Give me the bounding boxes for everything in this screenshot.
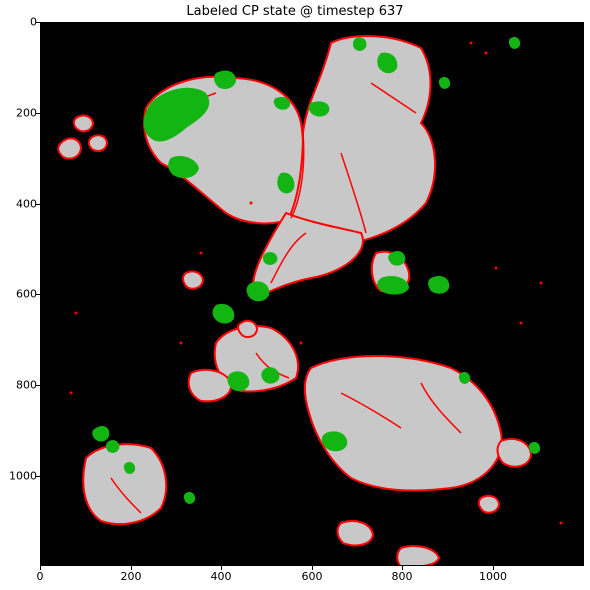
plot-area [40,22,584,566]
y-tick-label: 600 [16,287,37,301]
y-tickmark [36,385,40,386]
x-tick-label: 800 [391,570,413,583]
y-tickmark [36,476,40,477]
x-tickmark [402,566,403,570]
figure-title: Labeled CP state @ timestep 637 [186,4,404,19]
x-tick-label: 0 [36,570,44,583]
x-tickmark [493,566,494,570]
x-tick-label: 1000 [479,570,507,583]
y-tick-label: 0 [30,15,37,29]
y-tick-label: 800 [16,378,37,392]
x-tickmark [221,566,222,570]
cp-state-image [57,35,563,565]
y-tick-label: 200 [16,106,37,120]
x-tickmark [131,566,132,570]
x-tickmark [40,566,41,570]
x-tick-label: 400 [210,570,232,583]
y-tickmark [36,22,40,23]
y-tickmark [36,294,40,295]
y-tick-label: 1000 [9,469,37,483]
y-tick-label: 400 [16,197,37,211]
x-tickmark [312,566,313,570]
y-tickmark [36,204,40,205]
x-tick-label: 200 [120,570,142,583]
y-tickmark [36,113,40,114]
x-tick-label: 600 [301,570,323,583]
